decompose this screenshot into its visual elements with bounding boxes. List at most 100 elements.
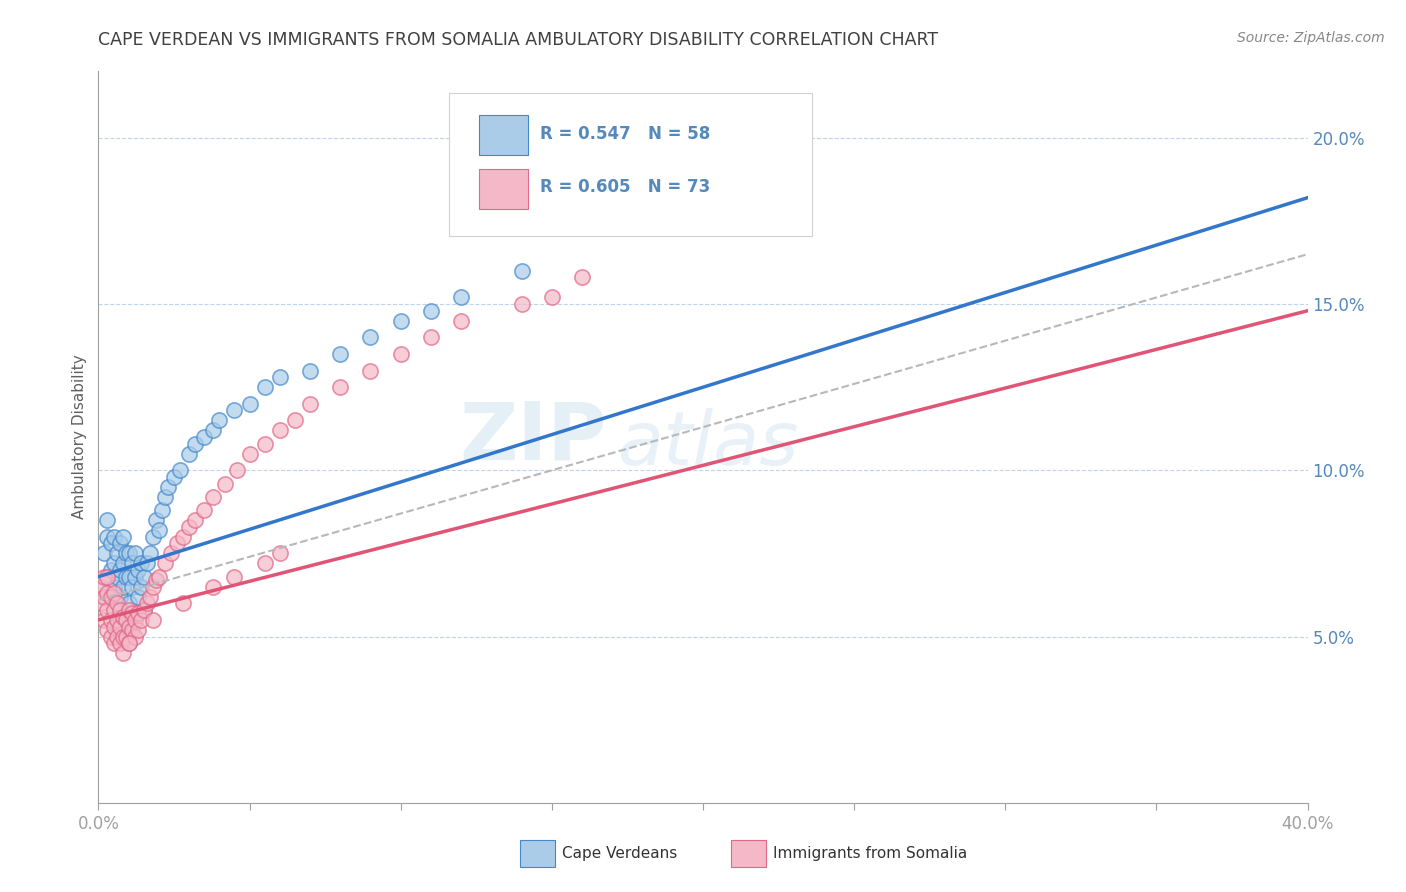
Point <box>100 630 122 644</box>
Point <box>127 623 149 637</box>
Point <box>132 603 155 617</box>
Point <box>129 580 152 594</box>
Point <box>111 557 134 571</box>
Point <box>129 613 152 627</box>
Point <box>132 603 155 617</box>
Point <box>124 570 146 584</box>
Point <box>193 503 215 517</box>
Point <box>108 636 131 650</box>
Point <box>420 303 443 318</box>
Point <box>571 270 593 285</box>
Point <box>96 530 118 544</box>
Point <box>239 397 262 411</box>
Point <box>284 413 307 427</box>
Point <box>121 623 143 637</box>
Point <box>450 314 472 328</box>
Point <box>150 503 173 517</box>
Point <box>142 580 165 594</box>
Point <box>93 546 115 560</box>
Point <box>100 613 122 627</box>
Point <box>269 546 291 560</box>
Point <box>269 370 291 384</box>
Point <box>139 546 162 560</box>
Point <box>100 536 122 550</box>
Point <box>96 513 118 527</box>
Point <box>124 630 146 644</box>
Text: R = 0.605   N = 73: R = 0.605 N = 73 <box>540 178 710 196</box>
Point <box>226 463 249 477</box>
Point <box>108 619 131 633</box>
Point <box>179 520 201 534</box>
Point <box>103 603 125 617</box>
Point <box>202 490 225 504</box>
Point <box>142 613 165 627</box>
Point <box>96 603 118 617</box>
Y-axis label: Ambulatory Disability: Ambulatory Disability <box>72 355 87 519</box>
Point <box>129 557 152 571</box>
Point <box>108 563 131 577</box>
Point <box>103 580 125 594</box>
Point <box>269 424 291 438</box>
Point <box>111 609 134 624</box>
Point <box>179 447 201 461</box>
Point <box>329 347 352 361</box>
Point <box>145 573 167 587</box>
Point <box>329 380 352 394</box>
Point <box>253 436 276 450</box>
Point <box>253 380 276 394</box>
Point <box>108 536 131 550</box>
Point <box>90 580 112 594</box>
Text: ZIP: ZIP <box>458 398 606 476</box>
Point <box>100 590 122 604</box>
Point <box>118 636 141 650</box>
Point <box>96 586 118 600</box>
Point <box>360 363 382 377</box>
Point <box>121 557 143 571</box>
Point <box>139 590 162 604</box>
Point <box>153 490 176 504</box>
Point <box>111 646 134 660</box>
Point <box>118 636 141 650</box>
Text: R = 0.547   N = 58: R = 0.547 N = 58 <box>540 125 710 143</box>
Point <box>90 596 112 610</box>
Text: Source: ZipAtlas.com: Source: ZipAtlas.com <box>1237 31 1385 45</box>
Point <box>662 214 685 228</box>
Point <box>96 570 118 584</box>
Point <box>108 590 131 604</box>
Point <box>114 546 136 560</box>
Point <box>111 630 134 644</box>
Point <box>96 623 118 637</box>
Point <box>202 424 225 438</box>
Point <box>93 570 115 584</box>
Point <box>114 570 136 584</box>
Point <box>103 586 125 600</box>
Text: Cape Verdeans: Cape Verdeans <box>562 847 678 861</box>
Point <box>111 580 134 594</box>
Point <box>166 536 188 550</box>
Point <box>132 570 155 584</box>
Point <box>105 613 128 627</box>
Point <box>114 613 136 627</box>
Point <box>105 546 128 560</box>
Text: atlas: atlas <box>619 409 800 481</box>
Point <box>105 596 128 610</box>
Point <box>510 264 533 278</box>
Point <box>118 570 141 584</box>
Point <box>118 546 141 560</box>
Point <box>184 436 207 450</box>
Point <box>93 590 115 604</box>
Point <box>121 580 143 594</box>
Point <box>299 397 322 411</box>
Point <box>118 619 141 633</box>
Point <box>142 530 165 544</box>
Point <box>121 607 143 621</box>
Point <box>510 297 533 311</box>
Point <box>160 546 183 560</box>
Point <box>127 590 149 604</box>
Point <box>100 563 122 577</box>
Point <box>360 330 382 344</box>
Point <box>224 403 246 417</box>
Point <box>127 563 149 577</box>
Point <box>450 290 472 304</box>
Point <box>172 530 194 544</box>
